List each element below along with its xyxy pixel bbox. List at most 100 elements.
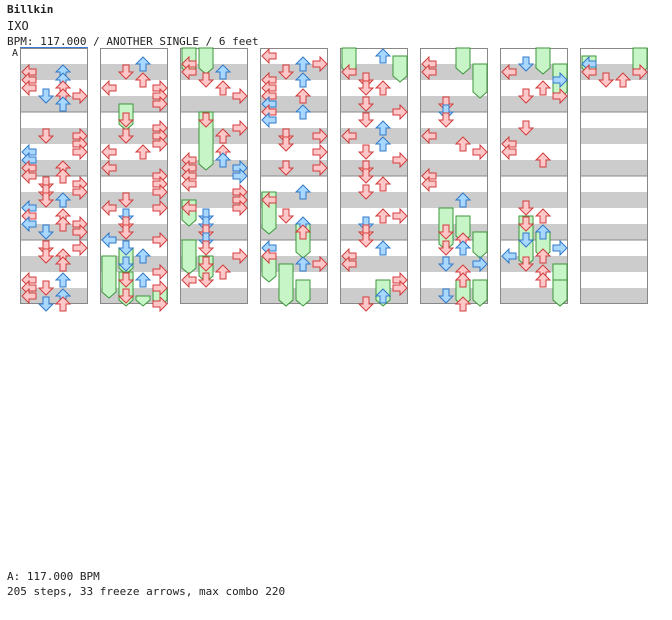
up-arrow [214, 264, 232, 280]
down-arrow [37, 128, 55, 144]
down-arrow [37, 192, 55, 208]
right-arrow [392, 207, 408, 225]
down-arrow [277, 208, 295, 224]
beat-stripe [180, 64, 248, 80]
beat-stripe [500, 160, 568, 176]
up-arrow [374, 288, 392, 304]
left-arrow [341, 63, 357, 81]
song-title: IXO [7, 19, 29, 33]
left-arrow [341, 255, 357, 273]
down-arrow [197, 72, 215, 88]
freeze-arrow [181, 239, 197, 275]
right-arrow [152, 199, 168, 217]
beat-stripe [420, 288, 488, 304]
beat-stripe [20, 64, 88, 80]
down-arrow [517, 256, 535, 272]
up-arrow [134, 248, 152, 264]
left-arrow [101, 231, 117, 249]
up-arrow [454, 272, 472, 288]
left-arrow [181, 271, 197, 289]
up-arrow [614, 72, 632, 88]
beat-stripe [580, 288, 648, 304]
beat-stripe [340, 256, 408, 272]
column-border [580, 48, 648, 304]
step-stats: 205 steps, 33 freeze arrows, max combo 2… [7, 585, 286, 598]
up-arrow [54, 96, 72, 112]
right-arrow [392, 103, 408, 121]
up-arrow [134, 272, 152, 288]
down-arrow [37, 224, 55, 240]
up-arrow [374, 176, 392, 192]
right-arrow [72, 239, 88, 257]
up-arrow [374, 48, 392, 64]
up-arrow [214, 152, 232, 168]
beat-stripe [580, 96, 648, 112]
beat-stripe [340, 128, 408, 144]
down-arrow [357, 80, 375, 96]
column-border [420, 48, 488, 304]
up-arrow [54, 216, 72, 232]
left-arrow [341, 127, 357, 145]
up-arrow [54, 192, 72, 208]
left-arrow [101, 79, 117, 97]
beat-stripe [580, 160, 648, 176]
down-arrow [357, 232, 375, 248]
left-arrow [101, 199, 117, 217]
left-arrow [181, 63, 197, 81]
up-arrow [374, 208, 392, 224]
beat-stripe [260, 128, 328, 144]
beat-stripe [100, 96, 168, 112]
beat-stripe [340, 288, 408, 304]
right-arrow [312, 143, 328, 161]
beat-stripe [260, 256, 328, 272]
freeze-arrow [135, 295, 151, 307]
left-arrow [261, 111, 277, 129]
left-arrow [421, 175, 437, 193]
down-arrow [37, 88, 55, 104]
right-arrow [152, 95, 168, 113]
down-arrow [517, 216, 535, 232]
beat-stripe [180, 256, 248, 272]
right-arrow [552, 71, 568, 89]
chart-info: BPM: 117.000 / ANOTHER SINGLE / 6 feet [7, 35, 259, 48]
beat-stripe [100, 64, 168, 80]
up-arrow [534, 152, 552, 168]
beat-stripe [180, 96, 248, 112]
beat-stripe [20, 160, 88, 176]
beat-stripe [100, 128, 168, 144]
freeze-arrow [455, 47, 471, 75]
beat-stripe [340, 64, 408, 80]
up-arrow [134, 56, 152, 72]
freeze-arrow [295, 279, 311, 307]
right-arrow [232, 199, 248, 217]
right-arrow [632, 63, 648, 81]
down-arrow [277, 136, 295, 152]
beat-stripe [260, 288, 328, 304]
bpm-summary: A: 117.000 BPM [7, 570, 100, 583]
freeze-arrow [535, 47, 551, 75]
left-arrow [21, 287, 37, 305]
beat-stripe [500, 96, 568, 112]
up-arrow [294, 184, 312, 200]
up-arrow [374, 80, 392, 96]
beat-stripe [260, 64, 328, 80]
right-arrow [232, 119, 248, 137]
up-arrow [294, 104, 312, 120]
down-arrow [117, 256, 135, 272]
down-arrow [357, 112, 375, 128]
down-arrow [357, 144, 375, 160]
beat-stripe [180, 128, 248, 144]
right-arrow [392, 151, 408, 169]
beat-stripe [180, 192, 248, 208]
freeze-arrow [472, 63, 488, 99]
right-arrow [312, 127, 328, 145]
freeze-arrow [198, 47, 214, 75]
beat-stripe [500, 192, 568, 208]
beat-stripe [340, 224, 408, 240]
left-arrow [421, 127, 437, 145]
left-arrow [501, 63, 517, 81]
up-arrow [454, 296, 472, 312]
beat-stripe [420, 128, 488, 144]
beat-stripe [580, 224, 648, 240]
